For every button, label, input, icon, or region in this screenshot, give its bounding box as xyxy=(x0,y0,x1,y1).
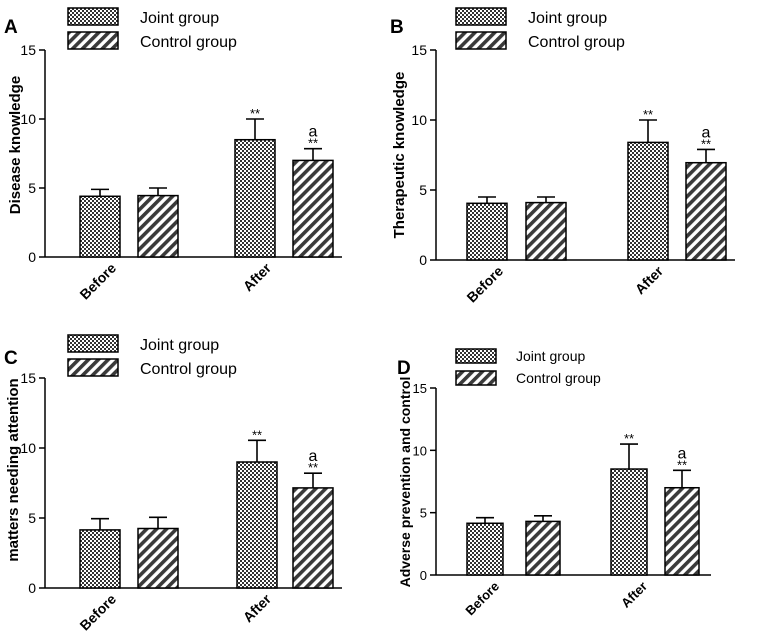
y-tick-label: 15 xyxy=(413,381,427,396)
legend-swatch xyxy=(455,348,497,364)
legend-label: Control group xyxy=(516,370,601,386)
y-tick-label: 0 xyxy=(28,580,36,596)
y-axis-title: Therapeutic knowledge xyxy=(391,72,408,239)
significance-marker: ** xyxy=(624,431,634,446)
y-axis-title: Adverse prevention and control xyxy=(397,377,413,588)
significance-marker: ** xyxy=(308,136,318,151)
panel-label: C xyxy=(4,348,18,369)
significance-marker: ** xyxy=(701,136,711,151)
significance-marker: ** xyxy=(677,457,687,472)
bar xyxy=(79,529,121,589)
legend-swatch xyxy=(67,31,119,50)
bar xyxy=(236,461,278,589)
chart-panel-a: A Joint group Control group 0 5 10 15 Disease k… xyxy=(4,7,342,303)
y-tick-label: 5 xyxy=(28,180,36,196)
bar xyxy=(234,138,276,258)
y-tick-label: 10 xyxy=(20,440,36,456)
annotation-letter: a xyxy=(678,445,687,462)
y-axis-title: Disease knowledge xyxy=(7,76,24,214)
y-tick-label: 15 xyxy=(20,42,36,58)
y-tick-label: 0 xyxy=(420,568,427,583)
y-tick-label: 5 xyxy=(420,506,427,521)
bar xyxy=(466,202,508,261)
bar xyxy=(466,522,504,576)
legend-swatch xyxy=(67,334,119,353)
bar xyxy=(137,194,179,258)
legend-swatch xyxy=(67,358,119,377)
significance-marker: ** xyxy=(250,106,260,121)
y-tick-label: 0 xyxy=(28,249,36,265)
y-tick-label: 15 xyxy=(411,42,427,58)
annotation-letter: a xyxy=(309,448,318,465)
y-tick-label: 10 xyxy=(411,112,427,128)
x-category-label: After xyxy=(240,259,275,294)
legend-label: Joint group xyxy=(516,348,585,364)
legend-swatch xyxy=(455,370,497,386)
x-category-label: Before xyxy=(76,260,119,303)
panel-label: A xyxy=(4,17,18,38)
y-tick-label: 5 xyxy=(28,510,36,526)
bar xyxy=(79,195,121,258)
legend-label: Control group xyxy=(528,34,625,51)
chart-panel-b: B Joint group Control group 0 5 10 15Therapeut… xyxy=(390,7,735,306)
legend-label: Control group xyxy=(140,361,237,378)
x-category-label: Before xyxy=(462,579,502,619)
legend-swatch xyxy=(455,31,507,50)
x-category-label: After xyxy=(632,262,667,297)
legend-label: Joint group xyxy=(528,10,607,27)
annotation-letter: a xyxy=(702,124,711,141)
x-category-label: Before xyxy=(463,263,506,306)
panel-label: B xyxy=(390,17,404,38)
y-tick-label: 10 xyxy=(413,443,427,458)
bar xyxy=(664,486,700,576)
bar xyxy=(137,527,179,589)
y-axis-title: matters needing attention xyxy=(5,378,22,561)
bar xyxy=(610,468,648,576)
y-tick-label: 0 xyxy=(419,252,427,268)
bar xyxy=(525,201,567,261)
bar xyxy=(292,487,334,589)
bar xyxy=(685,161,727,261)
y-tick-label: 5 xyxy=(419,182,427,198)
x-category-label: Before xyxy=(76,591,119,634)
x-category-label: After xyxy=(240,590,275,625)
y-tick-label: 10 xyxy=(20,111,36,127)
legend-label: Joint group xyxy=(140,337,219,354)
annotation-letter: a xyxy=(309,124,318,141)
bar xyxy=(525,520,561,576)
panel-label: D xyxy=(397,358,411,379)
significance-marker: ** xyxy=(252,427,262,442)
legend-swatch xyxy=(67,7,119,26)
significance-marker: ** xyxy=(308,460,318,475)
legend-label: Joint group xyxy=(140,10,219,27)
legend-label: Control group xyxy=(140,34,237,51)
x-category-label: After xyxy=(618,579,650,611)
bar xyxy=(292,159,334,258)
bar xyxy=(627,141,669,261)
significance-marker: ** xyxy=(643,107,653,122)
legend-swatch xyxy=(455,7,507,26)
y-tick-label: 15 xyxy=(20,370,36,386)
